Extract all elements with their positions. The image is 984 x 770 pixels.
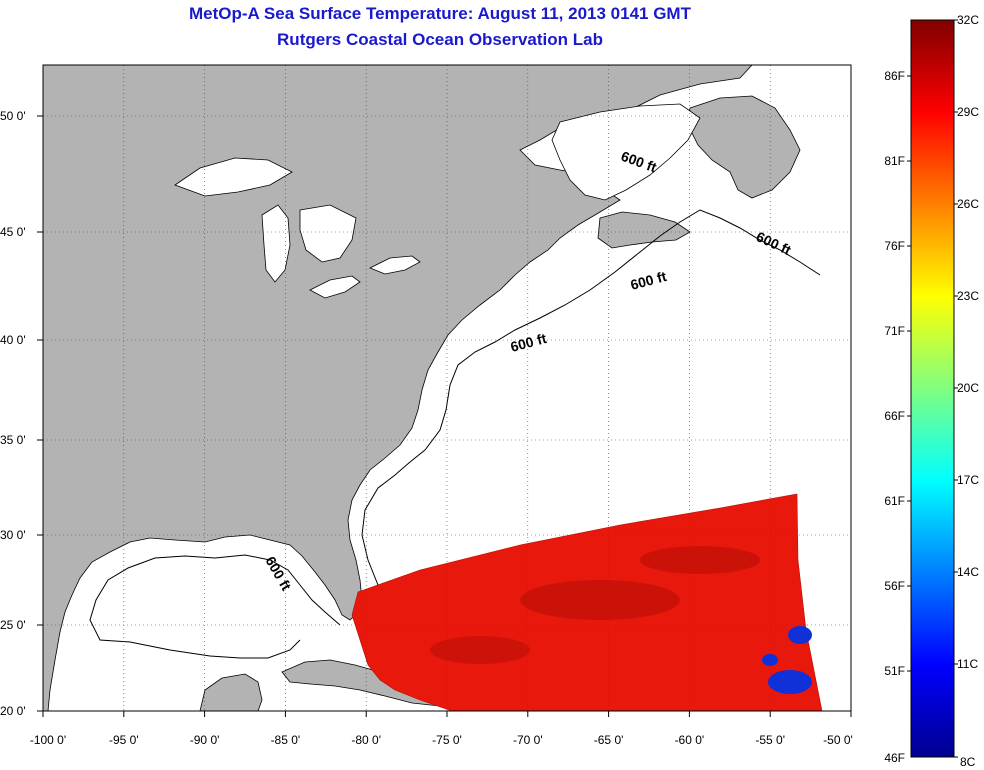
colorbar-f-label: 46F — [884, 751, 905, 765]
x-tick-label: -65 0' — [594, 733, 624, 747]
land-newfoundland — [687, 95, 801, 199]
colorbar-c-label: 17C — [957, 473, 979, 487]
y-tick-label: 20 0' — [0, 704, 26, 718]
depth-contour-600ft — [361, 209, 821, 586]
colorbar-f-label: 51F — [884, 664, 905, 678]
colorbar-fahrenheit-labels: 86F 81F 76F 71F 66F 61F 56F 51F 46F — [884, 69, 905, 765]
colorbar-f-label: 86F — [884, 69, 905, 83]
map-title: MetOp-A Sea Surface Temperature: August … — [189, 4, 691, 23]
great-lakes — [174, 157, 421, 299]
x-tick-label: -100 0' — [30, 733, 66, 747]
x-tick-label: -75 0' — [432, 733, 462, 747]
depth-contour-600ft-gulf — [89, 554, 341, 659]
colorbar-gradient — [910, 19, 955, 758]
colorbar-c-label: 14C — [957, 565, 979, 579]
lake-huron — [299, 204, 357, 263]
colorbar-f-label: 71F — [884, 324, 905, 338]
colorbar-c-label: 32C — [957, 13, 979, 27]
y-tick-labels: 50 0' 45 0' 40 0' 35 0' 30 0' 25 0' 20 0… — [0, 109, 26, 718]
x-tick-label: -85 0' — [271, 733, 301, 747]
colorbar-c-label: 29C — [957, 105, 979, 119]
y-tick-label: 35 0' — [0, 433, 26, 447]
sst-cool-patches — [762, 626, 812, 694]
x-tick-label: -50 0' — [823, 733, 853, 747]
x-tick-label: -90 0' — [190, 733, 220, 747]
gulf-of-st-lawrence — [551, 103, 701, 201]
y-tick-label: 25 0' — [0, 618, 26, 632]
y-tick-label: 30 0' — [0, 528, 26, 542]
land-yucatan — [199, 673, 263, 711]
colorbar-ticks — [954, 19, 958, 758]
lake-erie — [309, 275, 361, 299]
colorbar-c-label: 26C — [957, 197, 979, 211]
x-tick-label: -60 0' — [675, 733, 705, 747]
lake-superior — [174, 157, 293, 197]
colorbar-f-label: 61F — [884, 494, 905, 508]
colorbar: 32C 29C 26C 23C 20C 17C 14C 11C 8C 86F 8… — [884, 13, 979, 769]
colorbar-c-label: 8C — [960, 755, 976, 769]
x-tick-label: -95 0' — [109, 733, 139, 747]
colorbar-f-ticks — [907, 75, 911, 672]
y-tick-label: 50 0' — [0, 109, 26, 123]
colorbar-f-label: 81F — [884, 154, 905, 168]
x-tick-label: -70 0' — [513, 733, 543, 747]
y-tick-label: 45 0' — [0, 225, 26, 239]
x-tick-label: -80 0' — [351, 733, 381, 747]
colorbar-f-label: 56F — [884, 579, 905, 593]
colorbar-f-label: 66F — [884, 409, 905, 423]
colorbar-c-label: 23C — [957, 289, 979, 303]
map-subtitle: Rutgers Coastal Ocean Observation Lab — [277, 30, 603, 49]
map-area: 600 ft 600 ft 600 ft 600 ft 600 ft — [43, 65, 851, 711]
land-nova-scotia — [597, 211, 691, 249]
colorbar-c-label: 20C — [957, 381, 979, 395]
land-north-america — [43, 65, 753, 711]
lake-ontario — [369, 255, 421, 275]
y-tick-label: 40 0' — [0, 333, 26, 347]
axis-ticks — [37, 115, 852, 717]
lake-michigan — [261, 204, 291, 283]
colorbar-f-label: 76F — [884, 239, 905, 253]
x-tick-label: -55 0' — [755, 733, 785, 747]
colorbar-c-label: 11C — [957, 657, 978, 671]
x-tick-labels: -100 0' -95 0' -90 0' -85 0' -80 0' -75 … — [30, 733, 853, 747]
gridlines — [43, 65, 851, 711]
colorbar-celsius-labels: 32C 29C 26C 23C 20C 17C 14C 11C 8C — [957, 13, 979, 769]
sst-warm-streaks — [430, 546, 760, 664]
